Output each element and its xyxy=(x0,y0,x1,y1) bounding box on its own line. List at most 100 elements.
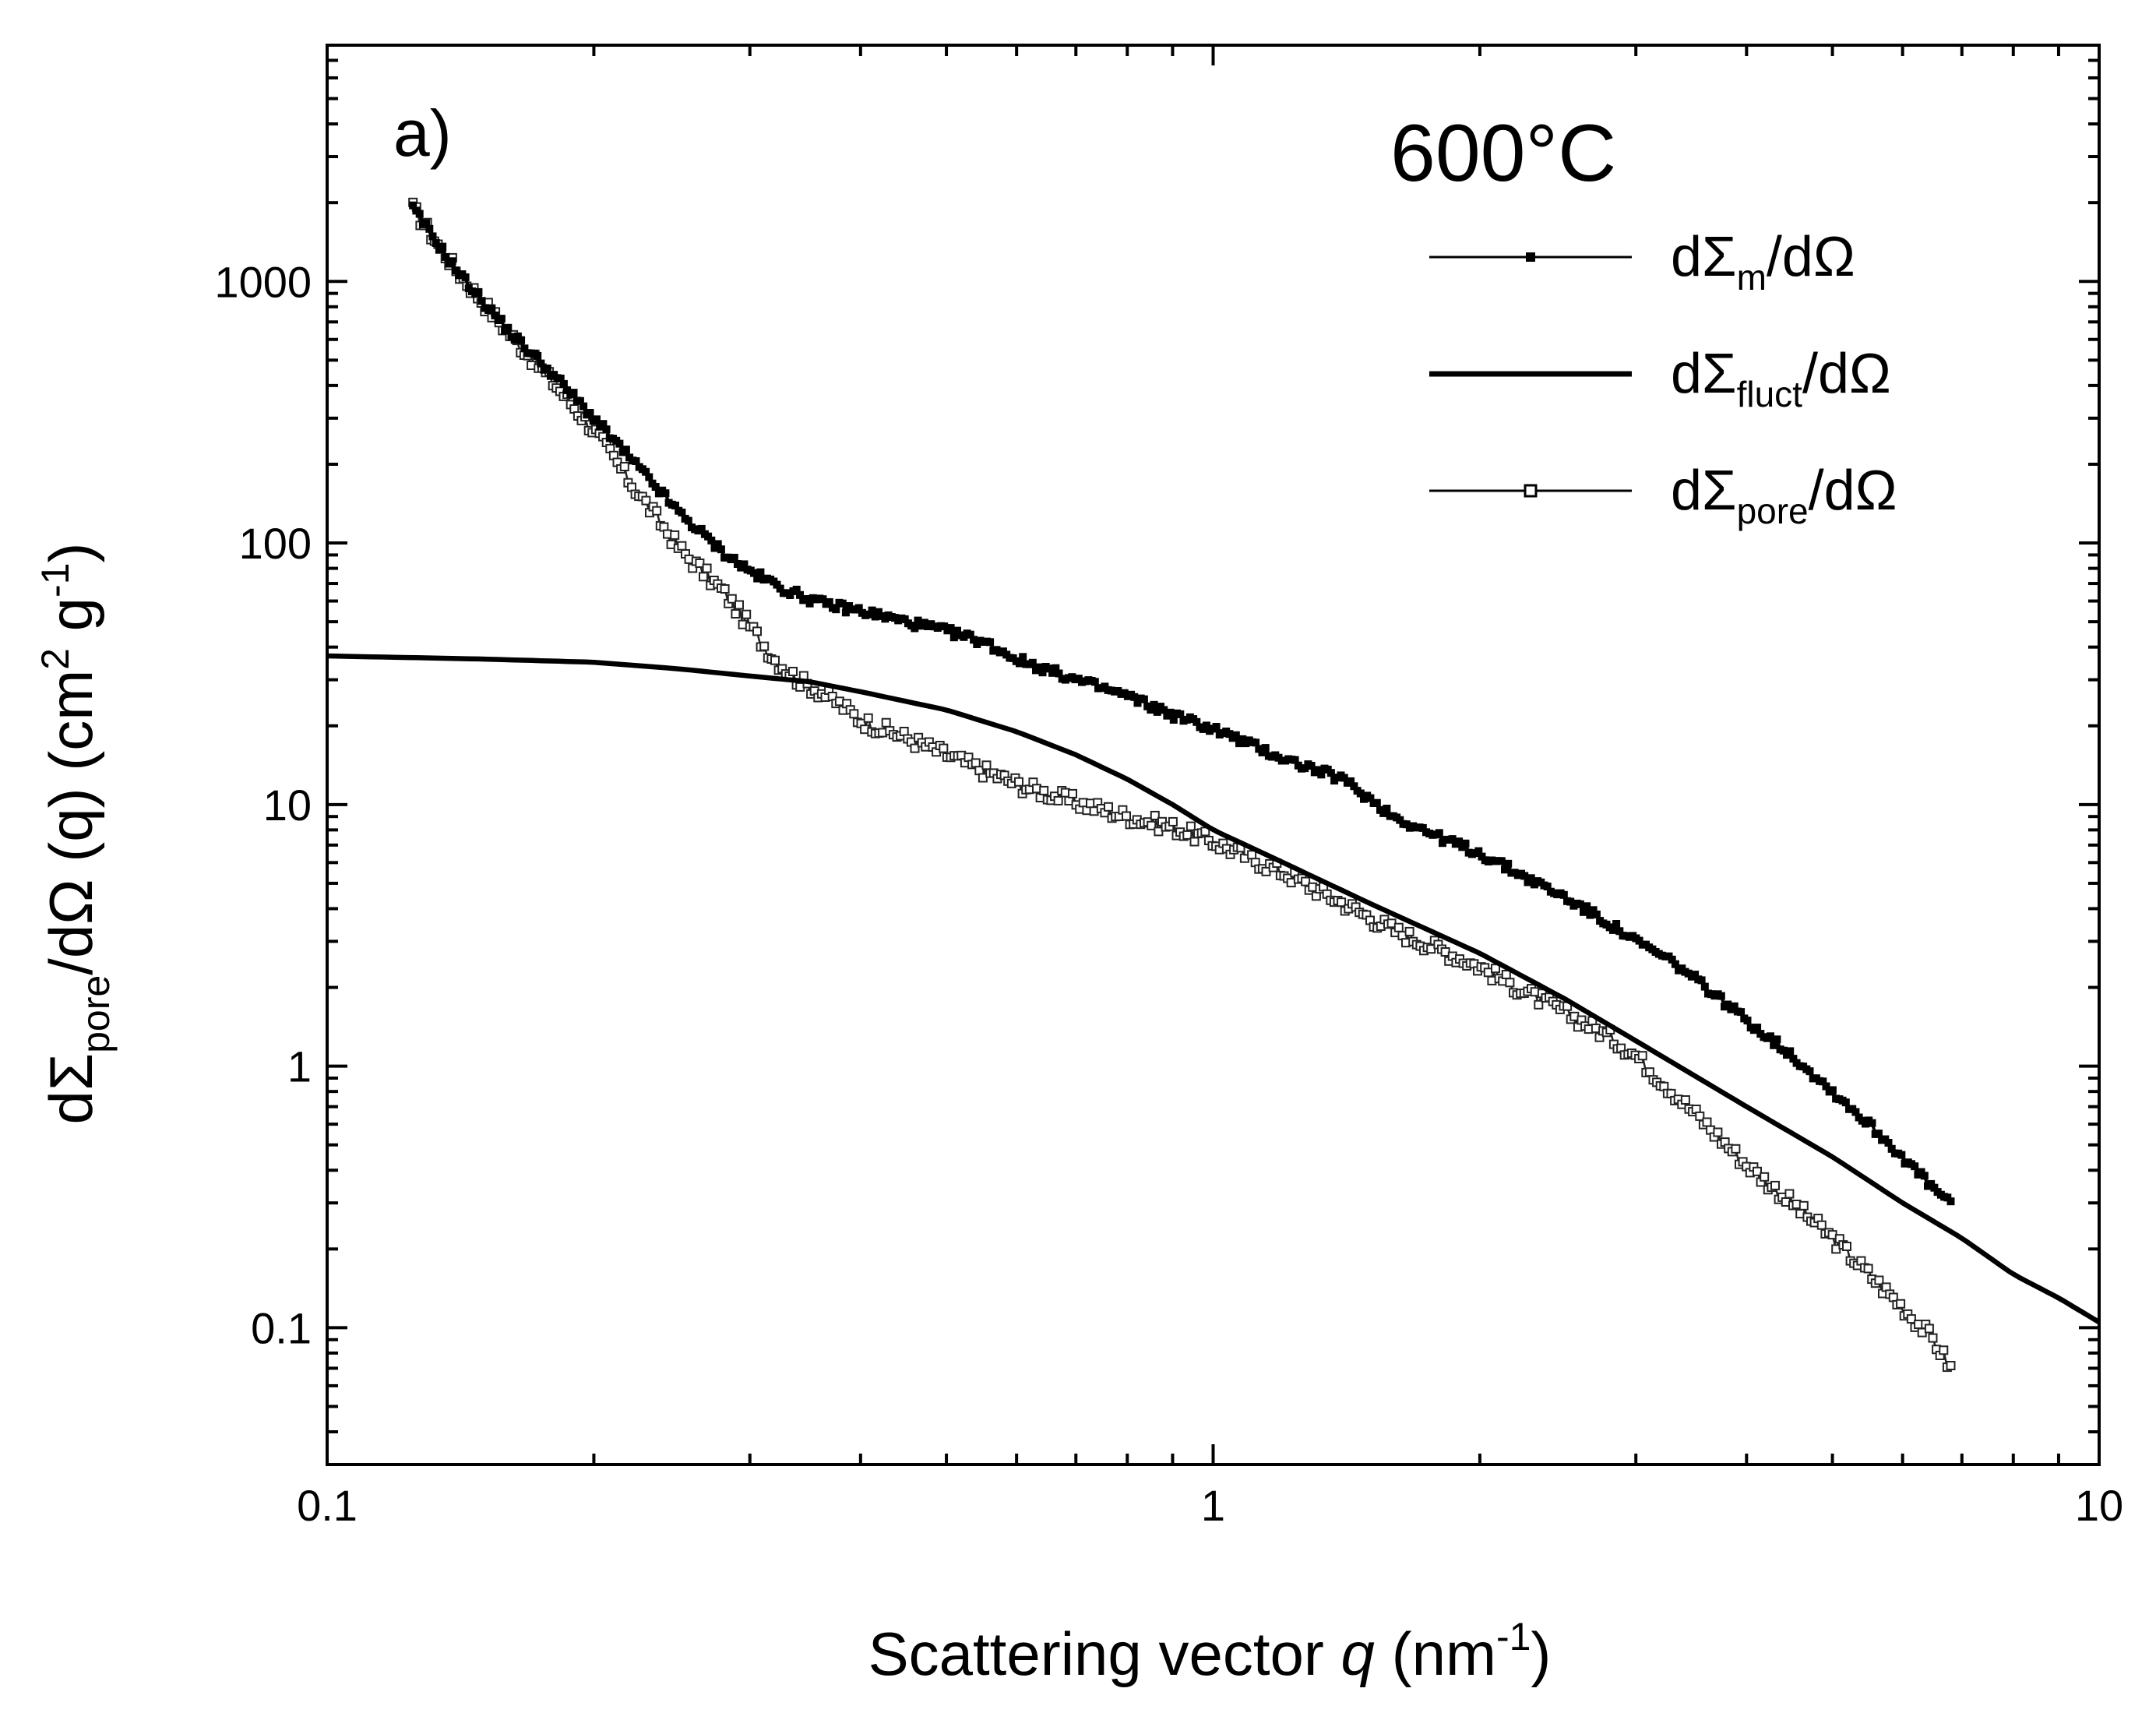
axes-layer: 0.1 1 10 0.1 1 10 100 1000 xyxy=(214,44,2123,1530)
measured-series-point xyxy=(1851,1108,1860,1116)
y-tick-label: 1000 xyxy=(214,257,312,306)
measured-series-point xyxy=(710,544,719,552)
measured-series-point xyxy=(1819,1077,1827,1086)
measured-series-point xyxy=(1396,816,1404,824)
legend-label: dΣpore/dΩ xyxy=(1671,460,1897,531)
measured-series-point xyxy=(1317,770,1326,779)
measured-series-point xyxy=(756,568,765,576)
x-tick-label: 1 xyxy=(1201,1481,1225,1530)
measured-series-point xyxy=(448,257,456,266)
measured-series-point xyxy=(871,612,879,621)
measured-series-point xyxy=(520,344,529,353)
y-axis-title-sub: pore xyxy=(74,975,118,1053)
measured-series-point xyxy=(707,536,716,545)
measured-series-point xyxy=(576,397,584,405)
measured-series-point xyxy=(1340,774,1348,782)
pore-series-point xyxy=(1104,802,1113,812)
measured-series-point xyxy=(1150,700,1158,709)
pore-series-point xyxy=(1702,1117,1712,1127)
y-axis-title: dΣpore/dΩ (q) (cm2 g-1) xyxy=(33,543,118,1125)
measured-series-point xyxy=(1035,663,1044,671)
pore-series-point xyxy=(1147,820,1157,830)
pore-series-point xyxy=(1393,922,1404,932)
pore-series-point xyxy=(1924,1323,1934,1334)
measured-series-point xyxy=(543,365,551,372)
measured-series-point xyxy=(832,605,840,614)
pore-series-point xyxy=(695,559,705,568)
y-axis-title-end: ) xyxy=(37,543,105,563)
measured-series-point xyxy=(825,597,833,606)
measured-series-point xyxy=(966,630,974,639)
measured-series-point xyxy=(940,622,949,631)
pore-series-point xyxy=(727,594,737,604)
pore-series-point xyxy=(670,530,680,540)
temperature-annotation: 600°C xyxy=(1390,108,1616,199)
measured-series-point xyxy=(1580,908,1587,916)
measured-series-point xyxy=(599,420,608,428)
pore-series-point xyxy=(1939,1345,1949,1355)
pore-series-point xyxy=(1122,811,1131,821)
measured-series-point xyxy=(986,638,995,647)
measured-series-point xyxy=(425,224,434,233)
measured-series-point xyxy=(563,386,572,394)
pore-series-point xyxy=(910,743,920,753)
measured-series-point xyxy=(1671,960,1679,968)
measured-series-point xyxy=(422,219,431,227)
pore-series-point xyxy=(1053,795,1063,805)
measured-series-point xyxy=(1608,925,1617,934)
pore-series-point xyxy=(981,760,992,770)
y-axis-title-mid2: g xyxy=(37,597,105,648)
measured-series-point xyxy=(474,287,483,296)
measured-series-point xyxy=(1543,883,1552,890)
legend-swatch-marker xyxy=(1526,252,1535,262)
measured-series-point xyxy=(1576,900,1584,908)
measured-series-point xyxy=(1789,1055,1798,1063)
measured-series-point xyxy=(1038,668,1047,677)
measured-series-point xyxy=(586,409,594,417)
measured-series-point xyxy=(1347,777,1355,785)
pore-series-point xyxy=(1946,1361,1956,1370)
measured-series-point xyxy=(1147,706,1155,714)
measured-series-point xyxy=(802,595,811,603)
measured-series-point xyxy=(1730,1002,1739,1010)
pore-series-point xyxy=(720,584,730,594)
measured-series-point xyxy=(1350,782,1358,791)
measured-series-point xyxy=(556,374,565,382)
measured-series-point xyxy=(792,585,801,594)
measured-series-point xyxy=(1212,723,1221,731)
measured-series-point xyxy=(1691,971,1700,979)
measured-series-point xyxy=(1559,890,1568,899)
measured-series-point xyxy=(970,636,978,644)
pore-series-point xyxy=(1753,1166,1762,1176)
measured-series-point xyxy=(1314,766,1323,774)
pore-series-point xyxy=(939,743,949,753)
pore-series-point xyxy=(1713,1127,1723,1137)
plot-marks xyxy=(326,197,2101,1373)
pore-series-point xyxy=(735,600,744,610)
measured-series-point xyxy=(1448,835,1457,844)
measured-series-point xyxy=(1743,1017,1752,1025)
x-axis-title-var: q xyxy=(1341,1620,1375,1688)
measured-series-point xyxy=(805,599,814,608)
measured-series-point xyxy=(415,210,424,218)
pore-series-point xyxy=(1798,1200,1809,1211)
pore-series-point xyxy=(1247,850,1257,860)
pore-series-point xyxy=(1505,978,1515,988)
pore-series-point xyxy=(1014,777,1023,787)
measured-series-point xyxy=(1153,707,1161,716)
y-axis-title-sigma: Σ xyxy=(37,1053,105,1091)
measured-series-point xyxy=(875,608,882,616)
measured-series-point xyxy=(1805,1067,1814,1076)
measured-series-point xyxy=(1019,653,1027,661)
measured-series-point xyxy=(428,232,437,241)
measured-series-point xyxy=(697,524,706,533)
measured-series-point xyxy=(704,532,713,541)
y-axis-title-exp2: -1 xyxy=(33,562,77,597)
measured-series-point xyxy=(1052,664,1060,672)
measured-series-point xyxy=(537,359,545,368)
legend-label: dΣfluct/dΩ xyxy=(1671,343,1891,414)
measured-series-point xyxy=(1586,911,1594,919)
measured-series-point xyxy=(1202,721,1210,730)
measured-series-point xyxy=(1822,1082,1830,1091)
pore-series-point xyxy=(863,713,873,723)
